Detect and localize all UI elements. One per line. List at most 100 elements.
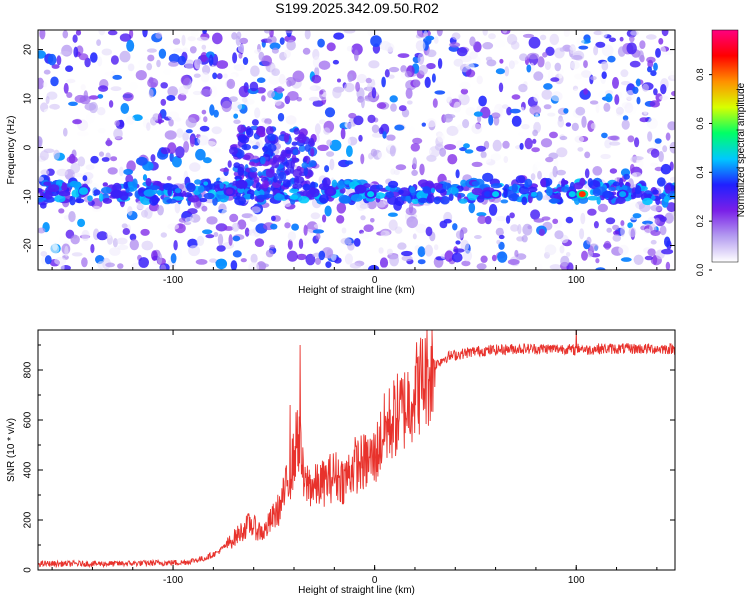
snr-frame	[37, 329, 676, 571]
heatmap-cell	[197, 135, 209, 146]
heatmap-cell	[353, 115, 364, 126]
heatmap-cell	[332, 59, 339, 65]
ridge-cell	[418, 197, 429, 203]
ridge-cell	[151, 195, 159, 205]
heatmap-cell	[183, 140, 190, 153]
colorbar-tick-label: 0.4	[695, 166, 705, 179]
heatmap-cell	[97, 127, 106, 134]
heatmap-cell	[505, 215, 511, 224]
heatmap-cell	[326, 139, 333, 146]
ridge-cell	[433, 196, 441, 205]
ridge-cell	[476, 195, 485, 203]
heatmap-cell	[658, 95, 669, 101]
plume-cell	[249, 171, 258, 178]
ridge-cell	[374, 192, 386, 199]
colorbar-tick-label: 0.0	[695, 264, 705, 277]
heatmap-cell	[215, 258, 228, 270]
heatmap-cell	[412, 137, 423, 145]
heatmap-cell	[114, 120, 120, 127]
heatmap-cell	[286, 80, 292, 87]
heatmap-cell	[178, 217, 187, 223]
heatmap-cell	[544, 61, 552, 70]
heatmap-cell	[156, 59, 161, 68]
heatmap-cell	[56, 168, 68, 177]
heatmap-cell	[437, 132, 445, 143]
heatmap-cell	[495, 215, 507, 222]
heatmap-cell	[659, 225, 667, 236]
heatmap-cell	[595, 41, 606, 48]
peak-point	[238, 181, 246, 188]
ridge-cell	[531, 191, 538, 197]
heatmap-cell	[148, 88, 154, 98]
heatmap-cell	[223, 73, 228, 79]
heatmap-cell	[365, 77, 372, 84]
heatmap-cell	[502, 140, 510, 149]
y-tick-label: 600	[23, 411, 34, 428]
heatmap-cell	[449, 42, 461, 48]
heatmap-cell	[557, 117, 565, 128]
plume-cell	[249, 167, 258, 173]
ridge-cell	[409, 186, 416, 194]
ridge-cell	[174, 188, 181, 194]
ridge-cell	[656, 177, 666, 187]
heatmap-cell	[135, 70, 147, 81]
heatmap-cell	[571, 122, 579, 132]
plume-cell	[290, 177, 295, 184]
heatmap-cell	[544, 244, 557, 256]
ridge-cell	[540, 178, 547, 188]
heatmap-cell	[529, 105, 542, 116]
heatmap-cell	[418, 64, 428, 75]
colorbar-label: Normalized spectral amplitude	[736, 82, 747, 217]
heatmap-cell	[398, 105, 407, 112]
heatmap-cell	[336, 215, 345, 224]
heatmap-cell	[620, 257, 632, 262]
heatmap-cell	[203, 157, 212, 164]
heatmap-cell	[251, 119, 259, 126]
heatmap-cell	[62, 30, 69, 39]
plume-cell	[303, 166, 308, 177]
heatmap-cell	[338, 98, 345, 111]
snr-y-label: SNR (10 * v/v)	[6, 418, 17, 482]
plume-cell	[283, 132, 290, 143]
heatmap-cell	[98, 85, 109, 92]
ridge-cell	[163, 183, 173, 191]
ridge-cell	[61, 182, 68, 191]
heatmap-cell	[636, 96, 641, 105]
heatmap-cell	[511, 94, 521, 100]
ridge-cell	[38, 188, 43, 193]
heatmap-cell	[518, 170, 529, 176]
heatmap-cell	[509, 212, 515, 219]
heatmap-cell	[519, 53, 528, 61]
heatmap-cell	[231, 222, 240, 232]
ridge-cell	[282, 179, 291, 188]
heatmap-cell	[666, 202, 675, 213]
heatmap-cell	[181, 34, 186, 46]
heatmap-cell	[270, 223, 278, 230]
ridge-cell	[219, 182, 224, 189]
heatmap-cell	[98, 151, 105, 157]
heatmap-cell	[465, 107, 477, 116]
heatmap-cell	[491, 112, 501, 119]
heatmap-cell	[595, 267, 606, 270]
heatmap-cell	[401, 250, 413, 257]
heatmap-cell	[229, 213, 239, 223]
heatmap-cell	[552, 218, 559, 224]
heatmap-cell	[589, 243, 599, 252]
heatmap-cell	[650, 70, 657, 77]
heatmap-cell	[389, 145, 396, 157]
ridge-cell	[250, 193, 255, 200]
heatmap-cell	[318, 250, 326, 261]
heatmap-cell	[200, 72, 210, 83]
heatmap-cell	[117, 244, 129, 251]
plume-cell	[241, 143, 252, 151]
ridge-cell	[592, 188, 601, 197]
heatmap-cell	[276, 255, 286, 264]
heatmap-cell	[287, 231, 297, 242]
ridge-cell	[385, 191, 394, 199]
plume-cell	[308, 160, 317, 167]
heatmap-cell	[537, 56, 545, 68]
heatmap-y-label: Frequency (Hz)	[6, 116, 17, 185]
heatmap-cell	[200, 89, 212, 96]
heatmap-cell	[609, 141, 621, 146]
heatmap-cell	[618, 92, 623, 99]
